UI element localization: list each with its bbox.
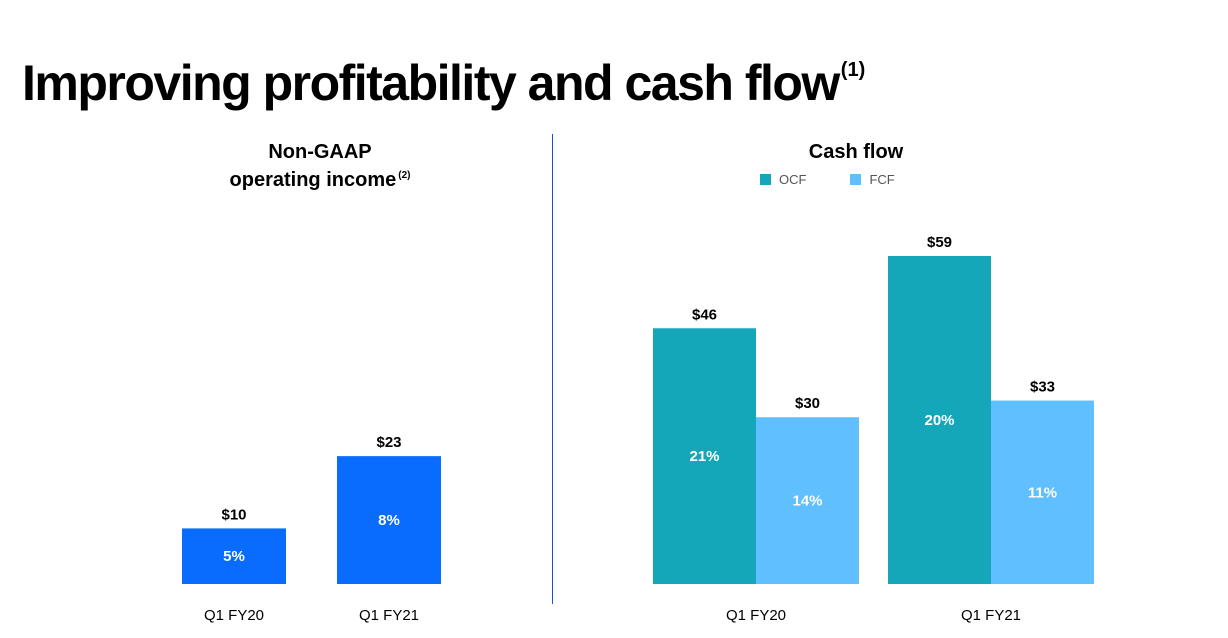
value-label-fcf-0: $30 [795,395,820,412]
legend-item-fcf: FCF [850,172,895,187]
left-chart-title-footnote: (2) [398,170,411,181]
pct-label-ocf-0: 21% [689,448,719,465]
right-chart-title: Cash flow [756,140,956,164]
left-chart-title-line1: Non-GAAP [268,141,372,163]
legend-label-ocf: OCF [779,172,807,187]
bar-ocf-0 [653,328,756,584]
bar-fcf-0 [756,417,859,584]
legend-item-ocf: OCF [760,172,806,187]
page-title-footnote: (1) [840,59,866,81]
pct-label-operating-income-0: 5% [223,548,245,565]
legend-label-fcf: FCF [869,172,895,187]
category-label-operating-income-1: Q1 FY21 [359,607,419,624]
chart-divider [552,134,553,604]
value-label-ocf-0: $46 [692,306,717,323]
category-label-cash-flow-0: Q1 FY20 [726,607,786,624]
pct-label-operating-income-1: 8% [378,512,400,529]
pct-label-fcf-1: 11% [1028,484,1057,501]
left-chart-title: Non-GAAP operating income (2) [160,140,480,192]
left-chart-title-line2: operating income [229,169,397,191]
cash-flow-legend: OCF FCF [760,172,939,187]
page-title: Improving profitability and cash flow (1) [22,40,865,113]
bar-operating-income-1 [337,456,441,584]
pct-label-fcf-0: 14% [792,493,822,510]
left-chart-title-line2-wrap: operating income (2) [160,164,480,192]
value-label-operating-income-1: $23 [376,434,401,451]
value-label-fcf-1: $33 [1030,379,1055,396]
pct-label-ocf-1: 20% [924,412,954,429]
category-label-operating-income-0: Q1 FY20 [204,607,264,624]
bar-fcf-1 [991,400,1094,584]
value-label-operating-income-0: $10 [221,506,246,523]
value-label-ocf-1: $59 [927,234,952,251]
legend-swatch-ocf [760,174,771,185]
bar-operating-income-0 [182,528,286,584]
bar-ocf-1 [888,256,991,584]
right-chart-title-text: Cash flow [808,141,904,163]
legend-swatch-fcf [850,174,862,185]
page-title-text: Improving profitability and cash flow [22,55,840,111]
category-label-cash-flow-1: Q1 FY21 [961,607,1021,624]
